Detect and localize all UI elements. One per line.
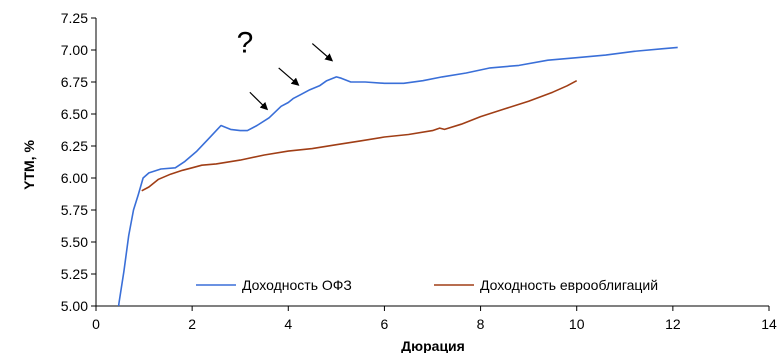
y-tick-label: 5.75	[61, 202, 88, 218]
x-tick-label: 14	[761, 316, 777, 332]
annotation-arrow	[249, 91, 269, 111]
x-tick-label: 2	[188, 316, 196, 332]
axes	[95, 18, 769, 307]
x-tick-label: 8	[477, 316, 485, 332]
legend: Доходность ОФЗ Доходность еврооблигаций	[196, 277, 658, 293]
x-tick-label: 4	[284, 316, 292, 332]
series-line-2	[141, 79, 578, 192]
y-tick-label: 5.25	[61, 266, 88, 282]
annotation-text: ?	[237, 27, 254, 60]
x-tick-label: 6	[381, 316, 389, 332]
y-tick-label: 7.00	[61, 42, 88, 58]
y-tick-label: 6.00	[61, 170, 88, 186]
y-tick-label: 5.00	[61, 298, 88, 314]
x-tick-label: 12	[665, 316, 681, 332]
y-tick-label: 7.25	[61, 10, 88, 26]
series-line-1	[117, 46, 678, 307]
annotation-arrow	[278, 67, 300, 86]
x-tick-label: 10	[569, 316, 585, 332]
y-axis-title: YTM, %	[21, 140, 37, 190]
x-axis-ticks: 0 2 4 6 8 10 12 14	[92, 306, 777, 332]
annotation-arrow	[311, 43, 334, 62]
y-tick-label: 6.25	[61, 138, 88, 154]
y-tick-label: 5.50	[61, 234, 88, 250]
series-layer	[117, 46, 678, 307]
y-axis-ticks: 5.00 5.25 5.50 5.75 6.00 6.25 6.50 6.75 7.00 7.25	[61, 10, 96, 314]
y-tick-label: 6.75	[61, 74, 88, 90]
x-axis-title: Дюрация	[401, 338, 465, 353]
annotations: ?	[237, 27, 334, 111]
legend-label-2: Доходность еврооблигаций	[480, 277, 658, 293]
y-tick-label: 6.50	[61, 106, 88, 122]
legend-label-1: Доходность ОФЗ	[242, 277, 352, 293]
x-tick-label: 0	[92, 316, 100, 332]
